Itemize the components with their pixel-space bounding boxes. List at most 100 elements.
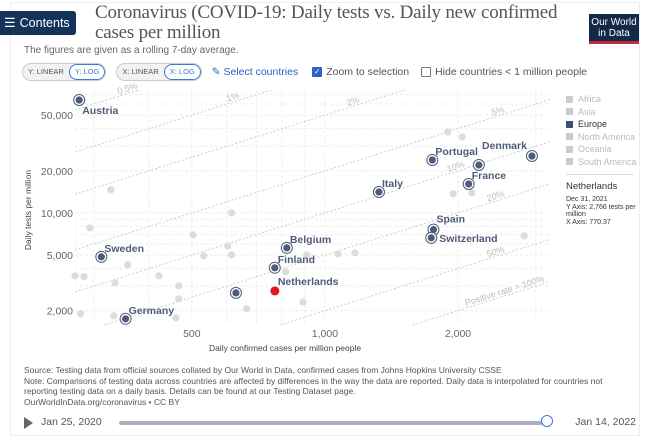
legend-item-north-america[interactable]: North America bbox=[566, 131, 640, 144]
data-point-other[interactable] bbox=[111, 279, 119, 287]
legend-item-south-america[interactable]: South America bbox=[566, 156, 640, 169]
zoom-to-selection-checkbox[interactable]: ✓ Zoom to selection bbox=[312, 66, 410, 78]
legend-item-europe[interactable]: Europe bbox=[566, 118, 640, 131]
data-point-other[interactable] bbox=[189, 231, 197, 239]
checkbox-checked-icon: ✓ bbox=[312, 67, 323, 77]
selected-entity-info: Dec 31, 2021 Y Axis: 2,766 tests per mil… bbox=[566, 196, 636, 226]
data-point-other[interactable] bbox=[282, 268, 290, 276]
data-point-other[interactable] bbox=[449, 190, 457, 198]
data-point-other[interactable] bbox=[107, 186, 115, 194]
data-point-italy[interactable]: Italy bbox=[372, 178, 403, 199]
x-axis-label: Daily confirmed cases per million people bbox=[209, 343, 361, 353]
data-point-other[interactable] bbox=[520, 232, 528, 240]
checkbox-unchecked-icon bbox=[421, 67, 432, 77]
positive-rate-label: 1% bbox=[225, 90, 240, 103]
positive-rate-line bbox=[74, 89, 139, 111]
timeline-track[interactable] bbox=[119, 421, 547, 425]
x-linear-option[interactable]: X: LINEAR bbox=[122, 67, 159, 76]
data-point-other[interactable] bbox=[172, 314, 180, 322]
point-label: Germany bbox=[129, 305, 175, 317]
select-countries-link[interactable]: ✎ Select countries bbox=[211, 66, 299, 78]
legend-item-africa[interactable]: Africa bbox=[566, 93, 640, 106]
positive-rate-line bbox=[74, 89, 272, 153]
timeline-end-date: Jan 14, 2022 bbox=[575, 416, 636, 428]
data-point-sweden[interactable]: Sweden bbox=[95, 243, 144, 263]
data-point-other[interactable] bbox=[124, 261, 132, 269]
point-dot bbox=[232, 289, 240, 297]
y-log-option[interactable]: Y: LOG bbox=[68, 64, 106, 80]
data-point-belgium[interactable]: Belgium bbox=[280, 234, 331, 254]
y-scale-toggle[interactable]: Y: LINEAR Y: LOG bbox=[22, 63, 107, 81]
y-tick-label: 50,000 bbox=[41, 110, 73, 122]
legend-label: Europe bbox=[578, 119, 608, 130]
data-point-netherlands-highlighted[interactable]: Netherlands bbox=[270, 276, 339, 296]
contents-button[interactable]: ☰ Contents bbox=[0, 11, 76, 35]
data-point-austria[interactable]: Austria bbox=[73, 94, 119, 118]
positive-rate-line bbox=[279, 239, 551, 326]
data-point-other[interactable] bbox=[155, 272, 163, 280]
data-point-unlabeled[interactable] bbox=[229, 286, 242, 299]
positive-rate-label: Positive rate = 100% bbox=[464, 274, 546, 309]
y-linear-option[interactable]: Y: LINEAR bbox=[28, 67, 64, 76]
point-label: Netherlands bbox=[278, 276, 339, 288]
positive-rate-label: 2% bbox=[345, 94, 360, 107]
points[interactable]: Austria Sweden Germany Finland Belgium Italy P… bbox=[71, 94, 538, 325]
data-point-other[interactable] bbox=[86, 224, 94, 232]
source-url[interactable]: OurWorldInData.org/coronavirus • CC BY bbox=[24, 396, 180, 407]
data-point-denmark[interactable]: Denmark bbox=[482, 140, 538, 163]
data-point-other[interactable] bbox=[228, 209, 236, 217]
data-point-other[interactable] bbox=[71, 272, 79, 280]
point-label: France bbox=[472, 170, 507, 182]
data-point-other[interactable] bbox=[243, 305, 251, 313]
x-log-option[interactable]: X: LOG bbox=[163, 64, 201, 80]
positive-rate-line bbox=[74, 99, 551, 251]
data-point-other[interactable] bbox=[224, 242, 232, 250]
data-point-unlabeled[interactable] bbox=[472, 158, 485, 171]
x-scale-toggle[interactable]: X: LINEAR X: LOG bbox=[116, 63, 202, 81]
data-point-other[interactable] bbox=[175, 282, 183, 290]
data-point-france[interactable]: France bbox=[462, 170, 507, 190]
data-point-other[interactable] bbox=[458, 133, 466, 141]
data-point-other[interactable] bbox=[200, 252, 208, 260]
point-dot bbox=[427, 234, 435, 242]
timeline-handle[interactable] bbox=[541, 415, 553, 427]
point-label: Austria bbox=[82, 105, 118, 117]
data-point-other[interactable] bbox=[228, 251, 236, 259]
data-point-other[interactable] bbox=[175, 295, 183, 303]
data-point-spain[interactable]: Spain bbox=[427, 214, 465, 236]
point-dot bbox=[465, 180, 473, 188]
data-point-other[interactable] bbox=[76, 310, 85, 318]
data-point-switzerland[interactable]: Switzerland bbox=[425, 231, 498, 245]
point-label: Spain bbox=[436, 214, 465, 226]
hide-small-countries-checkbox[interactable]: Hide countries < 1 million people bbox=[421, 66, 587, 78]
point-dot bbox=[429, 225, 438, 234]
data-point-other[interactable] bbox=[110, 312, 118, 320]
legend-swatch bbox=[566, 158, 573, 166]
data-point-other[interactable] bbox=[444, 128, 452, 136]
data-point-germany[interactable]: Germany bbox=[119, 305, 175, 325]
data-point-finland[interactable]: Finland bbox=[268, 254, 315, 274]
legend-item-asia[interactable]: Asia bbox=[566, 106, 640, 119]
data-point-other[interactable] bbox=[303, 251, 311, 259]
point-dot bbox=[271, 264, 279, 272]
data-point-other[interactable] bbox=[351, 249, 359, 257]
selected-entity-name: Netherlands bbox=[566, 181, 618, 192]
axis-ticks: 500 1,000 2,000 2,000 5,000 10,000 20,000 50,00… bbox=[41, 110, 471, 340]
data-point-other[interactable] bbox=[299, 298, 307, 306]
data-point-other[interactable] bbox=[334, 250, 342, 258]
play-icon[interactable] bbox=[24, 417, 33, 429]
y-tick-label: 5,000 bbox=[47, 250, 73, 262]
positive-rate-line bbox=[74, 89, 405, 195]
owid-logo[interactable]: Our World in Data bbox=[589, 14, 639, 44]
data-point-other[interactable] bbox=[80, 273, 88, 281]
point-label: Belgium bbox=[290, 234, 331, 246]
legend-item-oceania[interactable]: Oceania bbox=[566, 143, 640, 156]
legend-label: Asia bbox=[578, 106, 596, 117]
source-note: Source: Testing data from official sourc… bbox=[24, 365, 502, 375]
data-point-other[interactable] bbox=[468, 189, 476, 197]
point-dot bbox=[528, 152, 536, 160]
x-tick-label: 2,000 bbox=[445, 328, 471, 340]
chart-subtitle: The figures are given as a rolling 7-day… bbox=[24, 45, 239, 56]
data-point-portugal[interactable]: Portugal bbox=[426, 146, 478, 166]
